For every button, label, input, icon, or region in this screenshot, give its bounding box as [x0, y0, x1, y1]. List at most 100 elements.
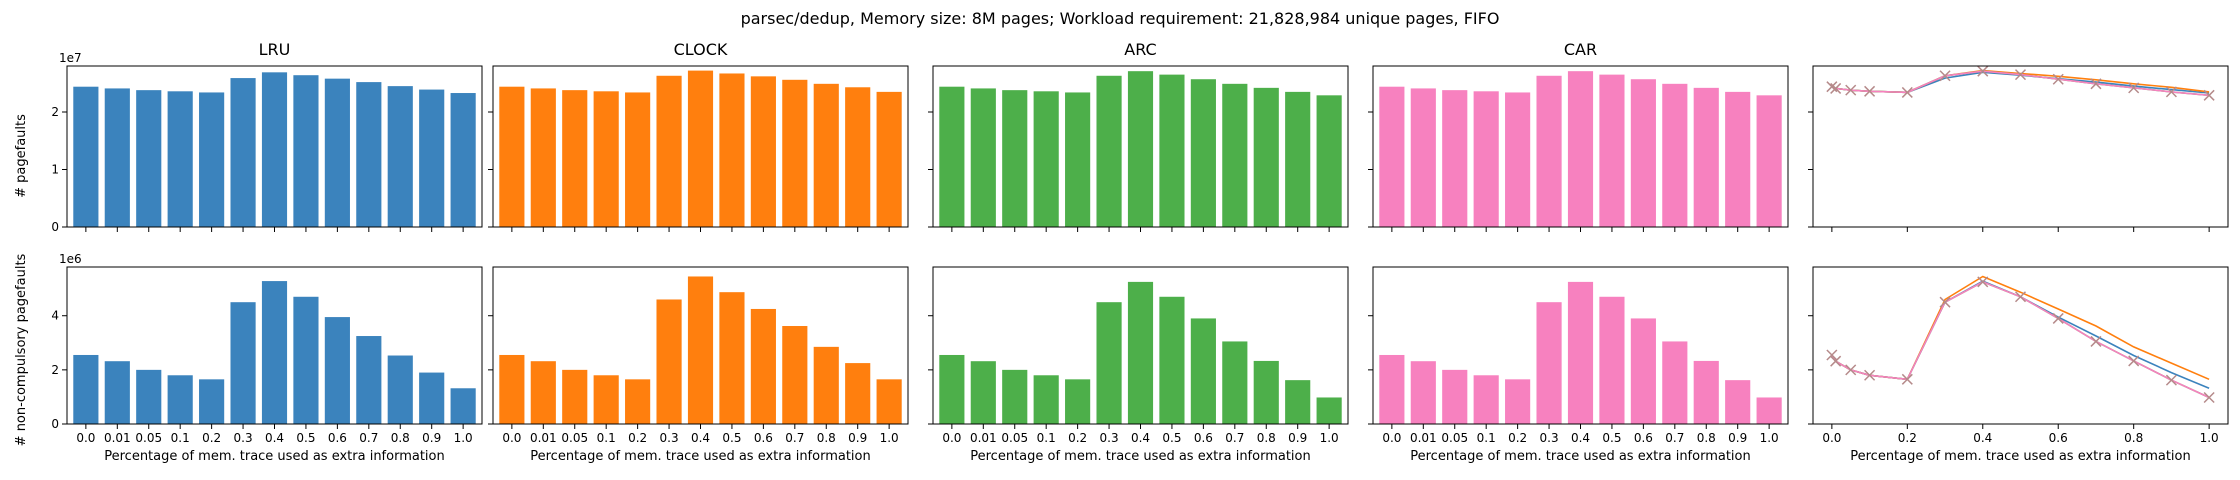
x-tick-label: 0.8 [1697, 431, 1716, 445]
x-tick-label: 0.6 [2049, 431, 2068, 445]
bar [1536, 75, 1562, 228]
x-tick-label: 0.2 [1068, 431, 1087, 445]
bar [199, 92, 225, 227]
x-tick-label: 1.0 [880, 431, 899, 445]
figure-suptitle: parsec/dedup, Memory size: 8M pages; Wor… [741, 9, 1500, 28]
x-tick-label: 0.4 [1131, 431, 1150, 445]
bar [845, 363, 871, 424]
data-point-marker [1977, 276, 1989, 288]
bar [419, 372, 445, 424]
x-tick-label: 0.6 [328, 431, 347, 445]
x-tick-label: 0.0 [1822, 431, 1841, 445]
bar [719, 73, 745, 227]
subplot-title: CAR [1564, 40, 1597, 59]
subplot-title: CLOCK [674, 40, 728, 59]
bar [687, 276, 714, 424]
bar [1316, 95, 1342, 227]
bar [450, 388, 476, 424]
bar [1379, 86, 1405, 227]
y-tick-label: 0 [51, 417, 59, 431]
bar [324, 317, 350, 424]
bar [782, 79, 808, 227]
data-point-marker [1901, 373, 1913, 385]
data-point-marker [2165, 86, 2177, 98]
data-point-marker [1845, 364, 1857, 376]
bar [199, 379, 225, 424]
bar [656, 75, 682, 228]
x-tick-label: 0.5 [296, 431, 315, 445]
bar [530, 88, 556, 227]
x-tick-label: 0.2 [1508, 431, 1527, 445]
bar [719, 292, 745, 424]
bar [387, 355, 413, 424]
series-line-car [1831, 281, 2210, 399]
x-axis-label: Percentage of mem. trace used as extra i… [1850, 449, 2191, 464]
bar [1599, 74, 1625, 227]
bar [1285, 91, 1311, 227]
bar [1662, 83, 1688, 227]
subplot-9: 0.0 0.01 0.05 0.1 0.2 0.3 0.4 0.5 0.6 0.7 0.8 0.9 1.… [1368, 266, 1789, 464]
x-tick-label: 0.1 [171, 431, 190, 445]
series-line-arc [1831, 281, 2210, 399]
bar [1316, 397, 1342, 424]
y-tick-label: 0 [51, 220, 59, 234]
bar [1410, 88, 1436, 227]
x-tick-label: 0.8 [391, 431, 410, 445]
y-tick-label: 1 [51, 163, 59, 177]
data-point-marker [1830, 82, 1842, 94]
bar [499, 86, 525, 227]
x-tick-label: 0.1 [1037, 431, 1056, 445]
data-point-marker [2203, 391, 2215, 404]
x-axis-label: Percentage of mem. trace used as extra i… [970, 449, 1311, 464]
x-tick-label: 0.5 [1602, 431, 1621, 445]
bar [1096, 75, 1122, 228]
bar [1693, 87, 1719, 227]
x-tick-label: 0.01 [530, 431, 557, 445]
bar [136, 90, 162, 228]
bar [1253, 87, 1279, 227]
x-tick-label: 0.2 [1898, 431, 1917, 445]
data-point-marker [1826, 81, 1838, 93]
x-tick-label: 0.0 [76, 431, 95, 445]
x-tick-label: 0.05 [1001, 431, 1028, 445]
bar [293, 296, 319, 424]
bar [1630, 318, 1656, 424]
bar [593, 375, 619, 424]
bar [1033, 91, 1059, 227]
x-tick-label: 0.4 [1973, 431, 1992, 445]
x-tick-label: 0.2 [628, 431, 647, 445]
data-point-marker [1977, 65, 1989, 77]
bar [1410, 361, 1436, 424]
y-scale-offset-label: 1e7 [59, 51, 82, 65]
bar [136, 369, 162, 424]
bar [782, 326, 808, 424]
bar [939, 354, 965, 424]
subplot-title: LRU [259, 40, 291, 59]
x-tick-label: 0.7 [1225, 431, 1244, 445]
bar [1002, 90, 1028, 228]
x-tick-label: 0.3 [1540, 431, 1559, 445]
data-point-marker [2128, 355, 2140, 367]
x-tick-label: 0.4 [265, 431, 284, 445]
x-tick-label: 0.5 [1162, 431, 1181, 445]
x-tick-label: 0.7 [1665, 431, 1684, 445]
y-tick-label: 2 [51, 363, 59, 377]
x-tick-label: 0.01 [1410, 431, 1437, 445]
x-tick-label: 0.6 [754, 431, 773, 445]
bar [562, 369, 588, 424]
bar [750, 308, 776, 424]
bar [1253, 360, 1279, 424]
data-point-marker [2014, 291, 2027, 303]
bar [1567, 71, 1594, 227]
x-axis-label: Percentage of mem. trace used as extra i… [104, 449, 445, 464]
bar [970, 88, 996, 227]
x-tick-label: 0.8 [817, 431, 836, 445]
x-tick-label: 1.0 [2200, 431, 2219, 445]
bar [970, 361, 996, 424]
x-tick-label: 0.6 [1194, 431, 1213, 445]
bar [387, 86, 413, 227]
x-tick-label: 0.0 [942, 431, 961, 445]
subplot-grid: LRU 0 1 2 1e7 CLOCK ARC CAR 0 2 4 1e6 0.0 0.01 0.05 0.1… [51, 40, 2229, 464]
bar [939, 86, 965, 227]
subplot-4: CAR [1368, 40, 1789, 232]
